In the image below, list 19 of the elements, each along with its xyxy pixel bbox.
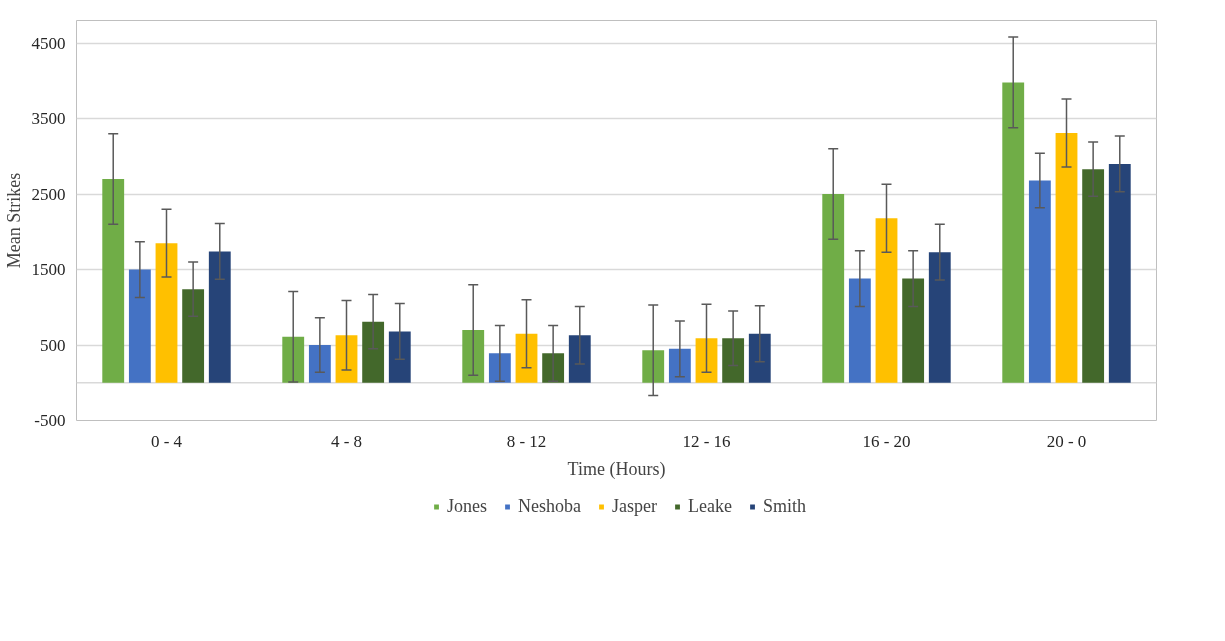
legend-label: Jones <box>447 495 488 517</box>
x-tick-label: 4 - 8 <box>330 431 363 451</box>
y-tick-label: 3500 <box>31 109 66 129</box>
y-tick-label: 2500 <box>31 184 66 204</box>
legend-label: Neshoba <box>518 495 582 517</box>
legend-label: Leake <box>687 495 732 517</box>
x-tick-label: 8 - 12 <box>506 431 547 451</box>
x-tick-label: 12 - 16 <box>682 431 731 451</box>
y-tick-label: 1500 <box>31 260 66 280</box>
x-axis-title: Time (Hours) <box>567 458 666 480</box>
x-tick-label: 20 - 0 <box>1046 431 1087 451</box>
y-tick-label: 4500 <box>31 33 66 53</box>
x-tick-label: 0 - 4 <box>150 431 183 451</box>
y-axis-title: Mean Strikes <box>3 172 24 269</box>
legend-label: Smith <box>762 495 806 517</box>
legend-label: Jasper <box>612 495 657 517</box>
y-tick-label: -500 <box>34 411 66 430</box>
x-tick-label: 16 - 20 <box>862 431 911 451</box>
y-tick-label: 500 <box>40 335 66 355</box>
